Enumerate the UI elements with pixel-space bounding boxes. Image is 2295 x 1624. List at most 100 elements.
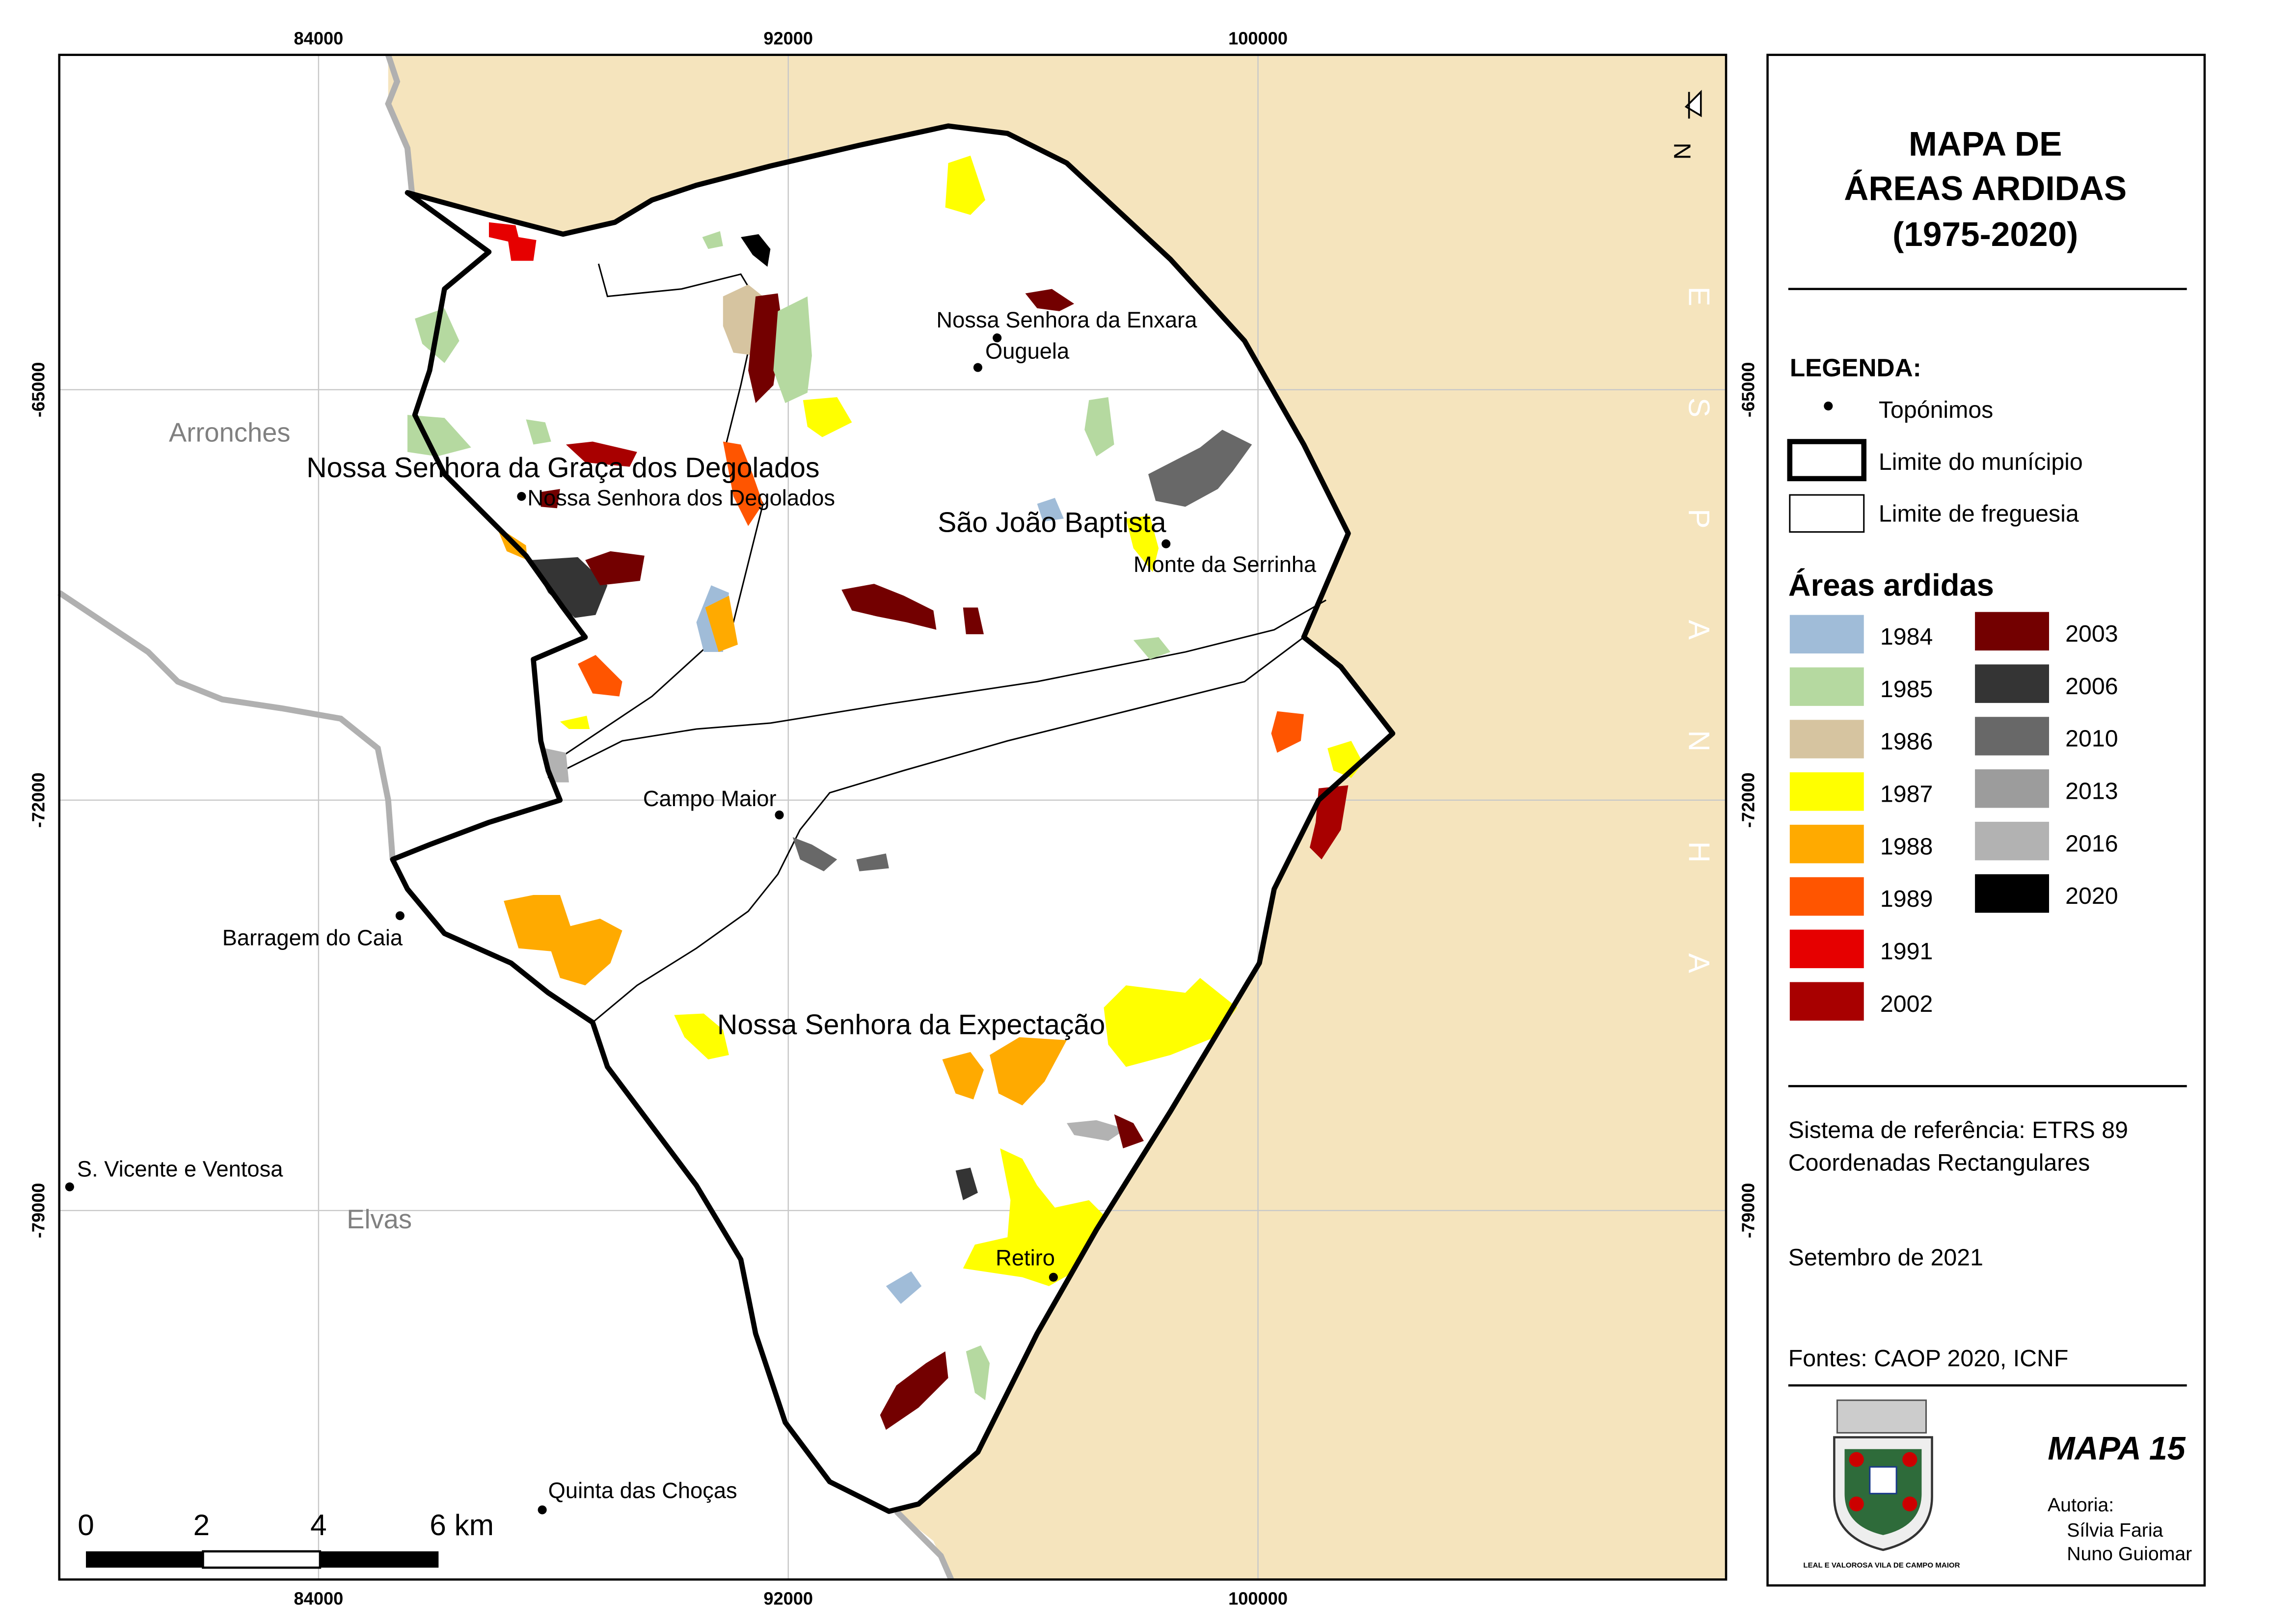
burned-area bbox=[560, 715, 590, 729]
municipality-label: Arronches bbox=[169, 417, 291, 447]
x-tick-label: 84000 bbox=[294, 1589, 344, 1609]
burned-area bbox=[674, 1013, 729, 1060]
burned-area bbox=[1037, 498, 1064, 522]
legend-label: 1988 bbox=[1880, 833, 1933, 860]
burned-area bbox=[1133, 637, 1171, 660]
burned-area bbox=[955, 1167, 978, 1200]
burned-area bbox=[1025, 289, 1075, 311]
toponym-label: Barragem do Caia bbox=[222, 925, 403, 950]
reference: Coordenadas Rectangulares bbox=[1788, 1149, 2090, 1176]
legend-swatch bbox=[1975, 612, 2049, 651]
title: MAPA DE bbox=[1909, 125, 2062, 163]
burned-area bbox=[1067, 1120, 1126, 1141]
sources: Fontes: CAOP 2020, ICNF bbox=[1788, 1345, 2068, 1372]
charge bbox=[1902, 1496, 1917, 1512]
burned-area bbox=[1114, 1114, 1144, 1149]
point bbox=[775, 810, 784, 820]
toponym-label: Monte da Serrinha bbox=[1134, 552, 1317, 577]
toponym-points bbox=[65, 333, 1171, 1515]
burned-area bbox=[803, 397, 852, 437]
crown bbox=[1836, 1399, 1927, 1434]
legend-label: 2013 bbox=[2065, 778, 2118, 804]
parish-boundary bbox=[592, 636, 1304, 1023]
burned-area bbox=[526, 419, 551, 445]
legend-label: 1989 bbox=[1880, 886, 1933, 912]
legend-swatch bbox=[1789, 824, 1864, 864]
point bbox=[517, 492, 526, 501]
burned-area bbox=[488, 222, 537, 261]
burned-area bbox=[966, 1345, 990, 1401]
burned-area bbox=[530, 557, 608, 618]
arrow bbox=[1684, 89, 1702, 117]
country-letter: H bbox=[1683, 841, 1716, 863]
y-tick-label: -72000 bbox=[1738, 772, 1758, 828]
y-tick-label: -65000 bbox=[28, 362, 49, 417]
parish-boundary bbox=[548, 599, 1326, 779]
legend-swatch bbox=[1789, 772, 1864, 811]
scale-label: 2 bbox=[193, 1508, 210, 1542]
title: (1975-2020) bbox=[1892, 215, 2078, 253]
legend-label: 2003 bbox=[2065, 621, 2118, 647]
burned-area bbox=[963, 607, 984, 634]
legend-swatch bbox=[1787, 439, 1867, 482]
legend-label: 2010 bbox=[2065, 726, 2118, 752]
burned-area bbox=[880, 1351, 948, 1430]
legend-label: 1985 bbox=[1880, 676, 1933, 703]
toponym-label: Retiro bbox=[996, 1245, 1055, 1271]
burned-area bbox=[723, 441, 763, 526]
legend-label: 1991 bbox=[1880, 938, 1933, 965]
burned-area bbox=[945, 155, 986, 215]
author: Sílvia Faria bbox=[2067, 1519, 2163, 1541]
parish-label: São João Baptista bbox=[938, 507, 1166, 539]
legend-label: 2006 bbox=[2065, 673, 2118, 700]
point bbox=[65, 1182, 74, 1191]
country-letter: N bbox=[1683, 730, 1716, 752]
scale-segment bbox=[202, 1550, 322, 1569]
burned-area bbox=[585, 551, 645, 586]
burned-area bbox=[540, 489, 560, 509]
burned-area bbox=[886, 1271, 922, 1304]
toponym-label: Campo Maior bbox=[643, 786, 777, 811]
municipality-label: Elvas bbox=[347, 1204, 412, 1234]
region-boundary bbox=[894, 1509, 954, 1581]
legend-point bbox=[1824, 401, 1833, 411]
x-tick-label: 84000 bbox=[294, 28, 344, 49]
authorship-heading: Autoria: bbox=[2048, 1494, 2114, 1516]
point bbox=[395, 911, 405, 920]
legend-label: 1984 bbox=[1880, 623, 1933, 650]
reference: Sistema de referência: ETRS 89 bbox=[1788, 1117, 2128, 1143]
burned-area bbox=[856, 853, 889, 871]
motto: LEAL E VALOROSA VILA DE CAMPO MAIOR bbox=[1803, 1561, 1960, 1570]
date: Setembro de 2021 bbox=[1788, 1245, 1983, 1271]
burned-area bbox=[942, 1052, 984, 1100]
country-letter: P bbox=[1683, 509, 1716, 528]
scale-label: 4 bbox=[310, 1508, 327, 1542]
region-boundary bbox=[385, 54, 415, 193]
y-tick-label: -79000 bbox=[28, 1183, 49, 1238]
legend-label: 2002 bbox=[1880, 991, 1933, 1017]
point bbox=[993, 333, 1002, 343]
parish-label: Nossa Senhora da Graça dos Degolados bbox=[306, 452, 819, 484]
author: Nuno Guiomar bbox=[2067, 1543, 2192, 1565]
burned-area bbox=[741, 234, 771, 267]
legend-swatch bbox=[1975, 769, 2049, 808]
x-tick-label: 92000 bbox=[763, 28, 813, 49]
legend-swatch bbox=[1975, 821, 2049, 861]
x-tick-label: 100000 bbox=[1228, 28, 1288, 49]
legend-swatch bbox=[1789, 615, 1864, 654]
burned-area bbox=[1148, 430, 1252, 507]
municipality-boundary bbox=[390, 123, 1396, 1514]
burned-legend: 1984 1985 1986 1987 1988 1989 1991 2002 2003 2006… bbox=[1789, 612, 2118, 1021]
country-label: E S P A N H A bbox=[1683, 287, 1716, 974]
legend-heading: LEGENDA: bbox=[1790, 354, 1921, 382]
legend-swatch bbox=[1789, 720, 1864, 758]
burned-area bbox=[841, 584, 937, 630]
burned-area bbox=[702, 231, 723, 249]
charge bbox=[1849, 1496, 1864, 1512]
burned-area bbox=[1084, 397, 1114, 457]
map-frame: Arronches Elvas Nossa Senhora da Graça d… bbox=[28, 28, 1758, 1609]
legend-label: 1986 bbox=[1880, 729, 1933, 755]
north-label: N bbox=[1670, 143, 1696, 160]
legend-swatch bbox=[1789, 494, 1865, 533]
